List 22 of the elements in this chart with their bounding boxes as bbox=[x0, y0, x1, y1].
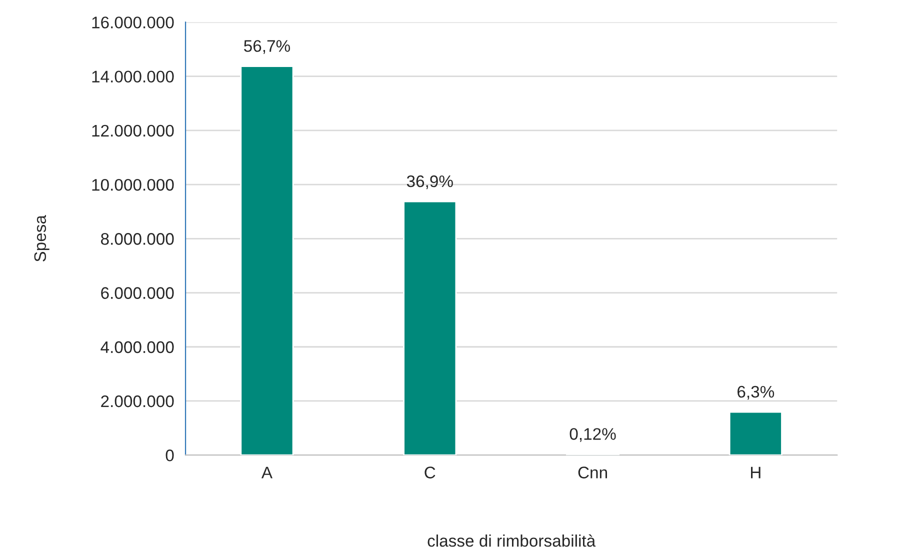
y-tick-label: 8.000.000 bbox=[101, 233, 174, 245]
bar bbox=[240, 66, 294, 456]
annotation: 6,3% bbox=[738, 386, 774, 400]
x-tick-label: Cnn bbox=[578, 466, 607, 478]
bar bbox=[403, 200, 457, 456]
annotation: 0,12% bbox=[570, 428, 616, 442]
bar bbox=[728, 411, 782, 456]
annotation: 56,7% bbox=[244, 40, 290, 54]
y-tick-label: 2.000.000 bbox=[101, 395, 174, 408]
y-tick-label: 6.000.000 bbox=[101, 287, 174, 299]
y-tick-label: 10.000.000 bbox=[92, 178, 174, 191]
y-tick-label: 12.000.000 bbox=[92, 124, 174, 137]
y-axis-title: Spesa bbox=[34, 215, 50, 262]
y-tick-label: 0 bbox=[166, 450, 174, 462]
x-axis-title: classe di rimborsabilità bbox=[428, 534, 596, 547]
annotation: 36,9% bbox=[406, 175, 453, 190]
x-tick-label: H bbox=[751, 466, 760, 478]
x-tick-label: A bbox=[261, 466, 272, 478]
x-tick-label: C bbox=[424, 466, 436, 478]
y-tick-label: 4.000.000 bbox=[100, 341, 174, 354]
y-tick-label: 16.000.000 bbox=[92, 16, 174, 28]
y-tick-label: 14.000.000 bbox=[92, 70, 174, 83]
